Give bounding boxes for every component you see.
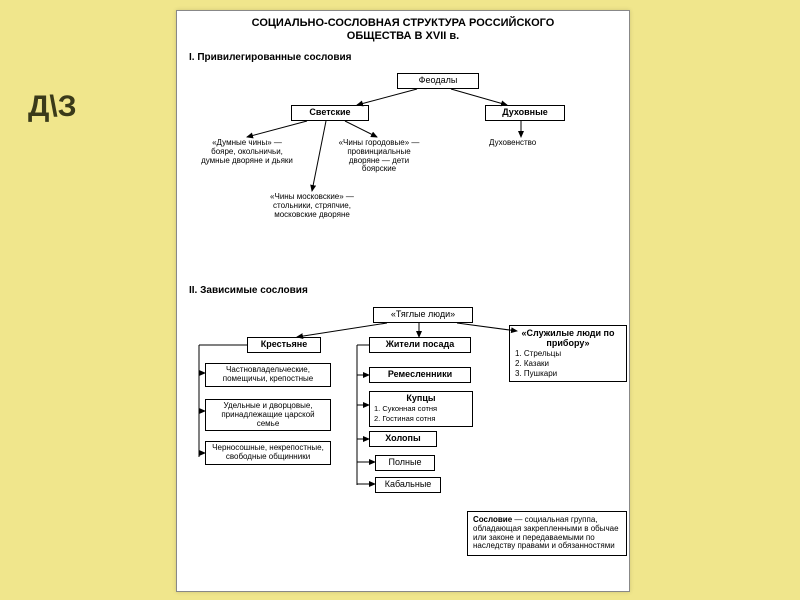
node-polnye: Полные xyxy=(375,455,435,471)
node-kr2: Удельные и дворцовые, принадлежащие царс… xyxy=(205,399,331,431)
node-sluzh: «Служилые люди по прибору» 1. Стрельцы 2… xyxy=(509,325,627,382)
node-kr3: Черносошные, некрепостные, свободные общ… xyxy=(205,441,331,465)
node-kr1: Частновладельческие, помещичьи, крепостн… xyxy=(205,363,331,387)
diagram-page: СОЦИАЛЬНО-СОСЛОВНАЯ СТРУКТУРА РОССИЙСКОГ… xyxy=(176,10,630,592)
node-feodaly: Феодалы xyxy=(397,73,479,89)
node-zhiteli: Жители посада xyxy=(369,337,471,353)
node-gorodovye: «Чины городовые» — провинциальные дворян… xyxy=(335,139,423,174)
node-kupcy-head: Купцы xyxy=(374,394,468,404)
node-tyaglye: «Тяглые люди» xyxy=(373,307,473,323)
node-sluzh-head: «Служилые люди по прибору» xyxy=(515,329,621,349)
node-kupcy-body: 1. Суконная сотня 2. Гостиная сотня xyxy=(374,404,437,423)
node-holopy: Холопы xyxy=(369,431,437,447)
def-head: Сословие xyxy=(473,515,512,524)
node-krestyane: Крестьяне xyxy=(247,337,321,353)
node-kupcy: Купцы 1. Суконная сотня 2. Гостиная сотн… xyxy=(369,391,473,427)
title-line-2: ОБЩЕСТВА В XVII в. xyxy=(347,30,459,42)
node-definition: Сословие — социальная группа, обладающая… xyxy=(467,511,627,556)
diagram-title: СОЦИАЛЬНО-СОСЛОВНАЯ СТРУКТУРА РОССИЙСКОГ… xyxy=(177,11,629,44)
node-moskovskie: «Чины московские» — стольники, стряпчие,… xyxy=(269,193,355,219)
node-kabalnye: Кабальные xyxy=(375,477,441,493)
slide-label: Д\З xyxy=(28,90,77,124)
node-sluzh-body: 1. Стрельцы 2. Казаки 3. Пушкари xyxy=(515,349,561,378)
arrow-layer xyxy=(177,11,629,591)
node-duhovnye: Духовные xyxy=(485,105,565,121)
section-2-heading: II. Зависимые сословия xyxy=(177,281,308,298)
title-line-1: СОЦИАЛЬНО-СОСЛОВНАЯ СТРУКТУРА РОССИЙСКОГ… xyxy=(252,17,555,29)
node-duhovenstvo: Духовенство xyxy=(489,139,536,148)
node-dumnye: «Думные чины» — бояре, окольничьи, думны… xyxy=(201,139,293,165)
section-1-heading: I. Привилегированные сословия xyxy=(177,48,629,65)
node-remesl: Ремесленники xyxy=(369,367,471,383)
node-svetskie: Светские xyxy=(291,105,369,121)
